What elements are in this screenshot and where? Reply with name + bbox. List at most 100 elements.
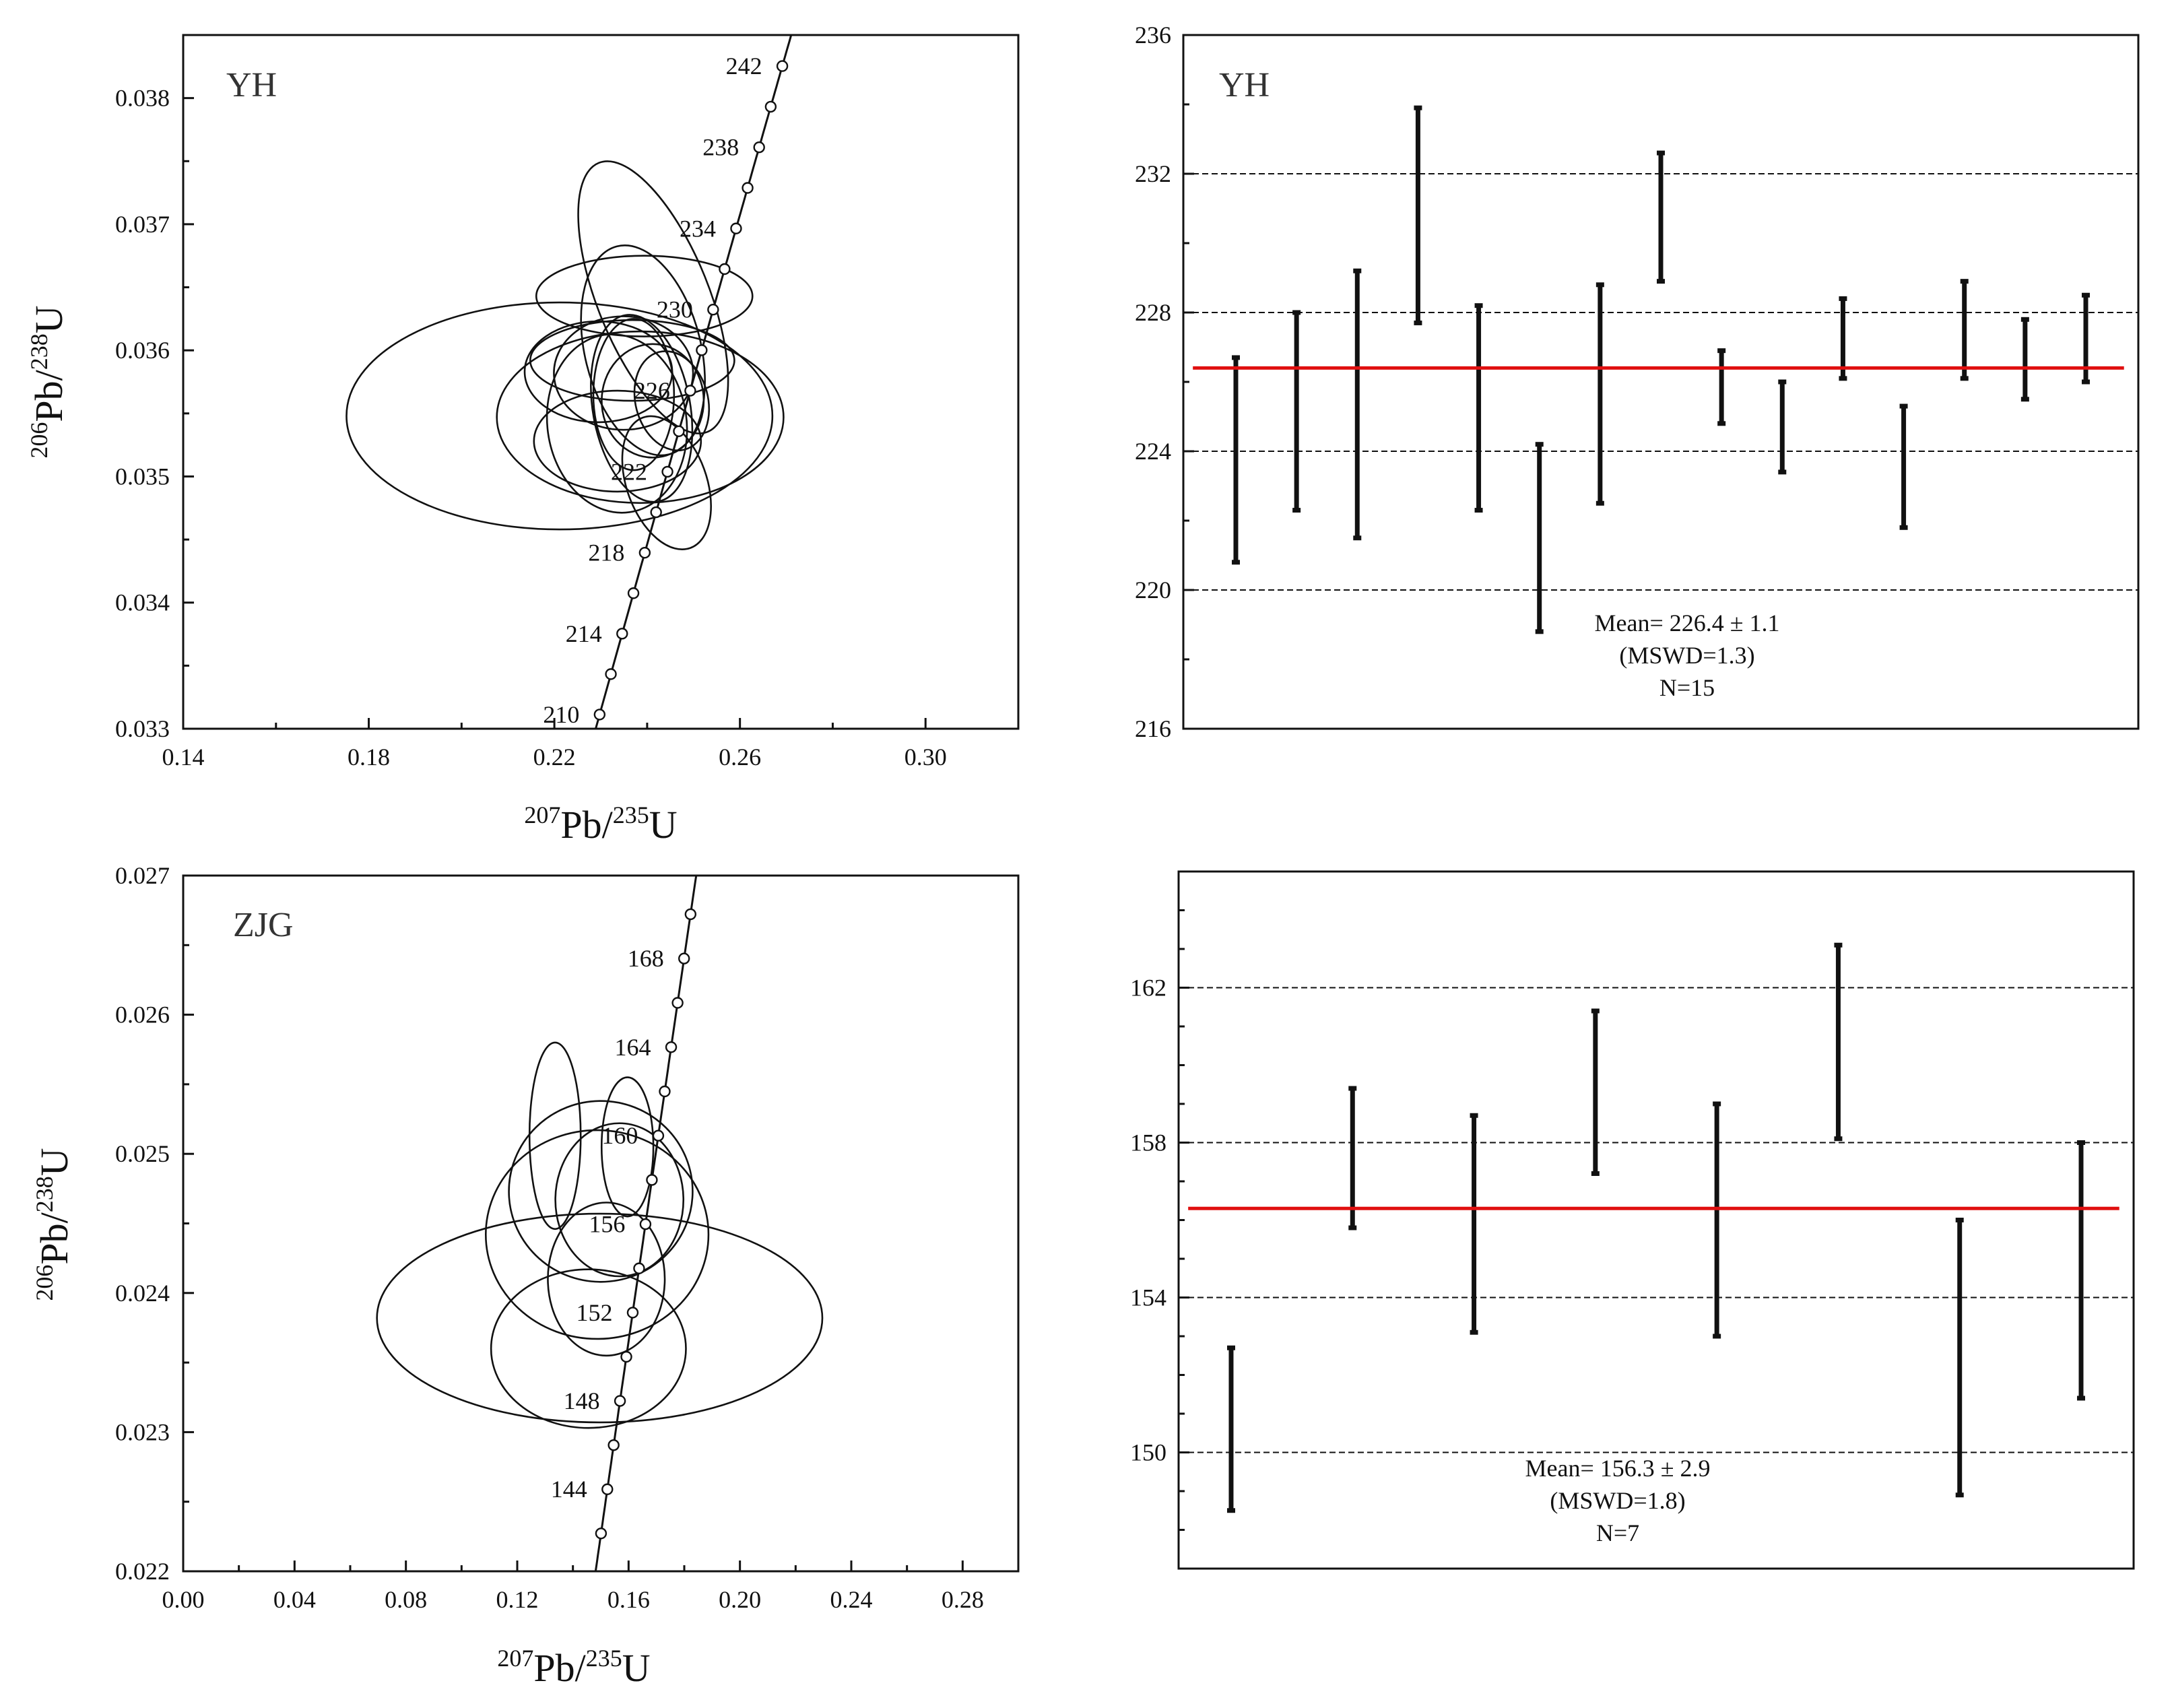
y-u: U <box>27 305 71 333</box>
age-marker <box>652 1129 665 1142</box>
age-label: 210 <box>543 701 579 728</box>
y-axis-title: 206Pb/238U <box>31 1148 76 1301</box>
x-sup-235: 235 <box>586 1645 622 1672</box>
y-tick-label: 0.027 <box>115 862 170 889</box>
error-ellipse <box>601 343 705 459</box>
age-label: 218 <box>588 539 624 566</box>
y-tick-label: 0.026 <box>115 1001 170 1028</box>
x-tick-label: 0.12 <box>496 1586 539 1613</box>
age-marker <box>627 587 640 599</box>
x-sup-235: 235 <box>613 801 649 828</box>
age-marker <box>650 506 662 519</box>
n-text: N=7 <box>1596 1519 1639 1546</box>
x-tick-label: 0.22 <box>533 744 576 770</box>
age-marker <box>673 425 685 437</box>
error-ellipse <box>546 333 688 514</box>
yh-concordia-panel: YH 0.14 0.18 0.22 0.26 0.30 0.0330.0340.0350… <box>26 34 1020 847</box>
concordia: 144 148 152 156 160 164 168 <box>551 876 698 1571</box>
y-sup-238: 238 <box>26 333 53 370</box>
age-label: 234 <box>680 215 716 242</box>
error-ellipse <box>535 255 754 337</box>
y-tick-label: 0.022 <box>115 1558 170 1585</box>
age-marker <box>730 222 742 234</box>
y-tick-label: 228 <box>1135 299 1171 326</box>
y-tick-label: 162 <box>1130 975 1166 1001</box>
age-marker <box>616 628 628 640</box>
age-marker <box>696 344 708 356</box>
y-tick-label: 0.034 <box>115 589 170 616</box>
age-marker <box>614 1395 626 1407</box>
error-ellipse <box>533 389 702 493</box>
error-ellipse <box>554 1122 685 1278</box>
x-tick-label: 0.00 <box>162 1586 205 1613</box>
y-tick-label: 216 <box>1135 715 1171 742</box>
x-pb: Pb/ <box>533 1646 586 1690</box>
age-label: 152 <box>576 1299 612 1326</box>
error-ellipse <box>496 330 785 504</box>
zjg-mean-panel: 150 154 158 162 Mean= 156.3 ± 2.9 (MSWD=1.8… <box>1130 870 2135 1570</box>
x-tick-label: 0.18 <box>348 744 390 770</box>
x-tick-label: 0.14 <box>162 744 205 770</box>
age-marker <box>620 1350 632 1363</box>
age-marker <box>753 141 765 154</box>
error-ellipse <box>577 160 729 434</box>
age-label: 168 <box>628 945 664 972</box>
gridlines <box>1179 987 2134 1453</box>
age-label: 160 <box>601 1122 638 1149</box>
age-label: 230 <box>657 296 693 323</box>
error-ellipse <box>529 319 735 402</box>
y-sup-206: 206 <box>26 422 53 459</box>
age-label: 222 <box>611 458 647 485</box>
x-tick-label: 0.28 <box>942 1586 984 1613</box>
error-ellipse <box>590 314 694 503</box>
mean-text: Mean= 156.3 ± 2.9 <box>1525 1455 1710 1482</box>
age-label: 144 <box>551 1476 587 1503</box>
age-label: 156 <box>589 1211 625 1238</box>
age-marker <box>605 668 617 680</box>
age-label: 164 <box>615 1034 651 1061</box>
y-tick-label: 0.025 <box>115 1140 170 1167</box>
x-tick-label: 0.26 <box>719 744 761 770</box>
x-axis-title: 207Pb/235U <box>497 1645 650 1690</box>
mswd-text: (MSWD=1.3) <box>1619 642 1754 669</box>
x-tick-label: 0.04 <box>273 1586 316 1613</box>
y-tick-label: 0.038 <box>115 85 170 112</box>
x-u: U <box>622 1646 651 1690</box>
age-marker <box>678 952 690 964</box>
n-text: N=15 <box>1659 674 1715 701</box>
age-marker <box>764 100 777 113</box>
mswd-text: (MSWD=1.8) <box>1550 1487 1685 1514</box>
y-tick-label: 154 <box>1130 1284 1166 1311</box>
error-ellipse <box>484 1129 710 1340</box>
x-pb: Pb/ <box>560 803 613 847</box>
x-ticks: 0.00 0.04 0.08 0.12 0.16 0.20 0.24 0.28 <box>162 1561 1020 1613</box>
y-axis-title: 206Pb/238U <box>26 305 71 458</box>
zjg-concordia-panel: ZJG 0.00 0.04 0.08 0.12 0.16 0.20 0.24 0.28 0.0… <box>31 862 1020 1690</box>
panel-label: ZJG <box>233 906 294 944</box>
age-label: 148 <box>564 1387 600 1414</box>
error-ellipse <box>490 1268 687 1429</box>
error-ellipse <box>553 315 694 431</box>
age-label: 226 <box>634 377 670 404</box>
y-sup-206: 206 <box>31 1265 58 1301</box>
y-tick-label: 224 <box>1135 438 1171 465</box>
error-ellipse <box>547 1202 666 1357</box>
y-tick-label: 0.033 <box>115 715 170 742</box>
y-ticks: 150 154 158 162 <box>1130 870 1189 1570</box>
error-ellipse <box>600 1076 655 1218</box>
y-tick-label: 236 <box>1135 22 1171 48</box>
concordia: 210 214 218 222 226 230 234 238 242 <box>543 35 793 729</box>
y-tick-label: 150 <box>1130 1439 1166 1466</box>
age-marker <box>659 1085 671 1098</box>
age-marker <box>776 60 789 72</box>
age-marker <box>665 1041 678 1053</box>
x-tick-label: 0.20 <box>719 1586 761 1613</box>
y-pb: Pb/ <box>32 1212 76 1264</box>
y-tick-label: 232 <box>1135 160 1171 187</box>
age-label: 242 <box>726 53 762 79</box>
age-marker <box>607 1439 620 1451</box>
error-ellipse <box>508 1100 694 1283</box>
age-marker <box>633 1262 645 1274</box>
panel-label: YH <box>226 66 277 104</box>
